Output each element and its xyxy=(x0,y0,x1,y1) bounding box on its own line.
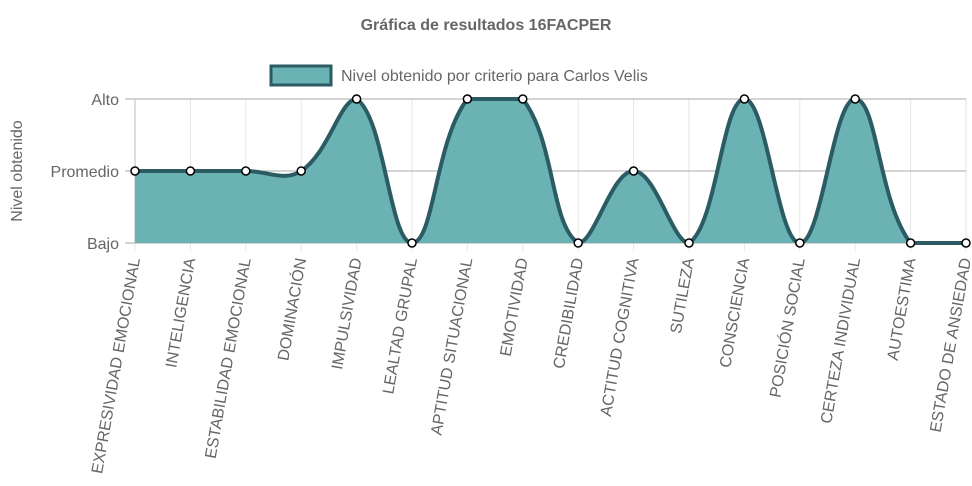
legend-swatch xyxy=(269,64,333,87)
legend-label: Nivel obtenido por criterio para Carlos … xyxy=(341,68,648,85)
y-tick-label: Bajo xyxy=(87,236,119,253)
data-point xyxy=(961,238,971,248)
data-point xyxy=(573,238,583,248)
data-point xyxy=(850,94,860,104)
data-point xyxy=(130,166,140,176)
data-point xyxy=(185,166,196,176)
data-point xyxy=(462,94,473,104)
data-point xyxy=(351,94,362,104)
x-tick-label: AUTOESTIMA xyxy=(885,256,920,361)
x-tick-label: APTITUD SITUACIONAL xyxy=(428,257,476,437)
data-point xyxy=(739,94,750,104)
x-tick-label: ESTADO DE ANSIEDAD xyxy=(928,257,972,434)
x-tick-label: ACTITUD COGNITIVA xyxy=(598,256,643,417)
data-point xyxy=(518,94,528,104)
x-tick-label: LEALTAD GRUPAL xyxy=(380,257,421,396)
x-tick-label: EXPRESIVIDAD EMOCIONAL xyxy=(89,257,144,475)
x-tick-label: IMPULSIVIDAD xyxy=(329,257,365,371)
x-tick-label: CONSCIENCIA xyxy=(717,256,753,369)
chart-title: Gráfica de resultados 16FACPER xyxy=(361,17,612,34)
y-tick-label: Promedio xyxy=(51,164,120,181)
x-tick-label: CERTEZA INDIVIDUAL xyxy=(818,257,864,425)
data-point xyxy=(905,238,916,248)
data-point xyxy=(684,238,694,248)
data-point xyxy=(628,166,639,176)
x-tick-label: CREDIBILIDAD xyxy=(551,257,587,370)
x-tick-label: EMOTIVIDAD xyxy=(498,257,532,358)
x-tick-label: POSICIÓN SOCIAL xyxy=(765,256,808,399)
x-tick-label: INTELIGENCIA xyxy=(163,256,199,369)
data-point xyxy=(296,166,306,176)
data-point xyxy=(795,238,805,248)
y-axis-title: Nivel obtenido xyxy=(9,120,26,222)
area-fill xyxy=(135,99,966,243)
data-point xyxy=(241,166,251,176)
x-tick-label: DOMINACIÓN xyxy=(273,256,310,362)
x-tick-label: SUTILEZA xyxy=(668,256,698,335)
data-point xyxy=(407,238,417,248)
y-tick-label: Alto xyxy=(91,92,119,109)
x-tick-label: ESTABILIDAD EMOCIONAL xyxy=(203,257,255,460)
